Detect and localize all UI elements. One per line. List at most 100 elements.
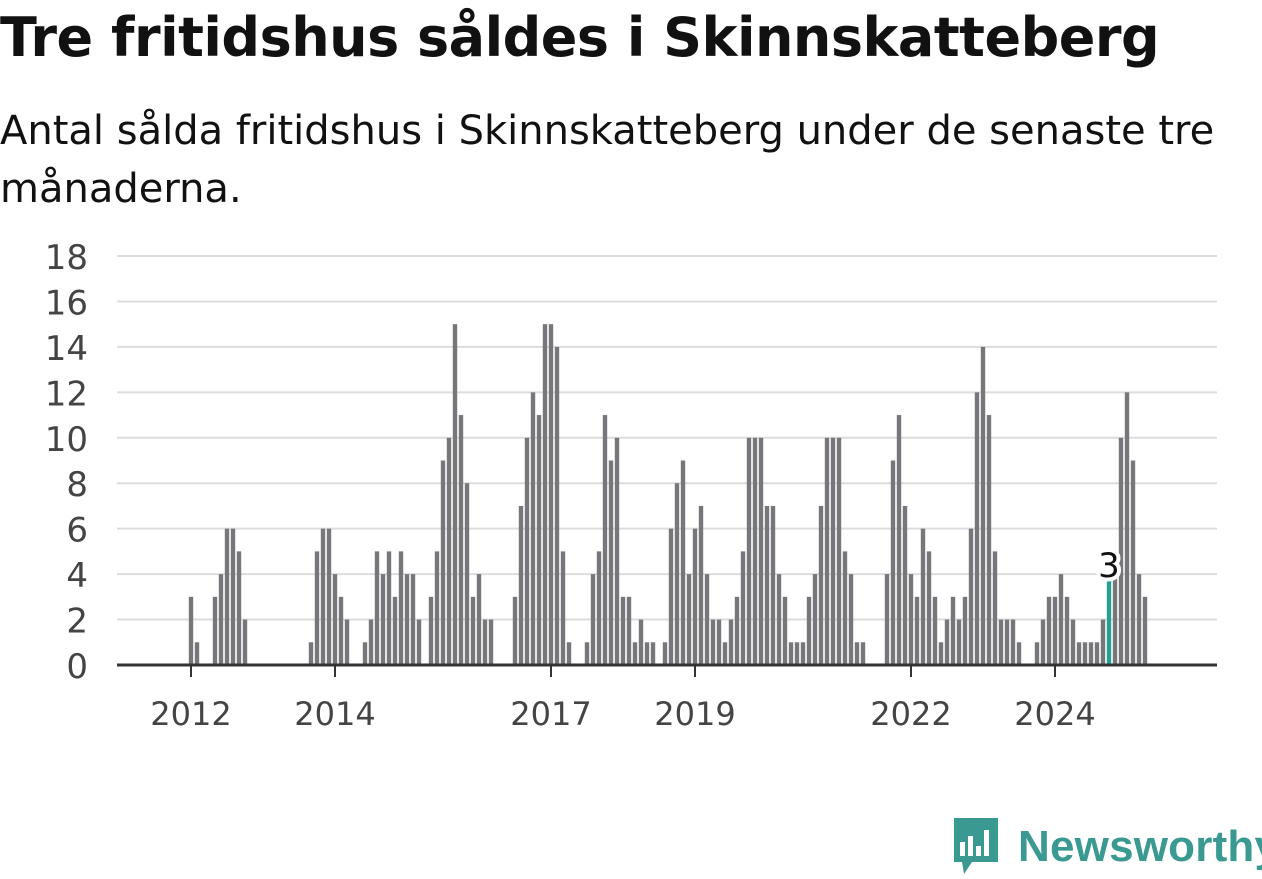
bar [662,642,668,665]
highlight-value-label: 3 [1098,546,1120,586]
bar [836,437,842,665]
bar [830,437,836,665]
bar [650,642,656,665]
bar [380,574,386,665]
bar [392,596,398,665]
bar [812,574,818,665]
bar [992,551,998,665]
bar [956,619,962,665]
bar [842,551,848,665]
bar [968,528,974,665]
bar [722,642,728,665]
bar [308,642,314,665]
bar [818,505,824,665]
bar [758,437,764,665]
brand-name: Newsworthy [1018,822,1262,871]
bar [542,324,548,665]
x-tick-label: 2019 [654,695,735,730]
bar [1070,619,1076,665]
bar [590,574,596,665]
bar [554,346,560,665]
y-tick-label: 12 [45,374,88,414]
bar [458,415,464,665]
bar [1082,642,1088,665]
bar [980,346,986,665]
x-tick-label: 2014 [294,695,375,730]
bar [902,505,908,665]
bar [914,596,920,665]
bar [782,596,788,665]
bar [1076,642,1082,665]
bar [512,596,518,665]
bar [536,415,542,665]
bar [896,415,902,665]
bar [806,596,812,665]
bar [704,574,710,665]
bar [632,642,638,665]
bar [962,596,968,665]
bar [614,437,620,665]
bar [224,528,230,665]
bar [596,551,602,665]
bar [1016,642,1022,665]
bar [1052,596,1058,665]
bar [548,324,554,665]
highlight-bar [1106,574,1112,665]
bar [908,574,914,665]
bar [674,483,680,665]
bar [884,574,890,665]
bar [920,528,926,665]
bar [218,574,224,665]
bar [1046,596,1052,665]
bar [446,437,452,665]
bar [410,574,416,665]
bar-chart: 0 2 4 6 8 10 12 14 16 18 2012 2014 2017 2019 2022 2024 3 [45,238,1217,730]
bar [230,528,236,665]
bar [692,528,698,665]
bar [848,574,854,665]
bar [854,642,860,665]
y-tick-label: 16 [45,283,88,323]
chart-title: Tre fritidshus såldes i Skinnskatteberg [0,6,1160,69]
bar [344,619,350,665]
y-tick-label: 18 [45,238,88,278]
y-tick-label: 8 [66,465,88,505]
bar [236,551,242,665]
bar [404,574,410,665]
bar [608,460,614,665]
bar [452,324,458,665]
bar [986,415,992,665]
bar [1004,619,1010,665]
bar [464,483,470,665]
bar [998,619,1004,665]
bar [734,596,740,665]
bar [794,642,800,665]
y-tick-label: 4 [66,556,88,596]
bar [944,619,950,665]
bar [1094,642,1100,665]
bar [698,505,704,665]
x-tick-label: 2012 [150,695,231,730]
bar [752,437,758,665]
bar [974,392,980,665]
bar [188,596,194,665]
x-tick-label: 2022 [870,695,951,730]
bar [488,619,494,665]
brand-logo[interactable]: Newsworthy [950,816,1262,878]
bar [824,437,830,665]
bar [788,642,794,665]
bar [1064,596,1070,665]
y-tick-label: 14 [45,329,88,369]
y-tick-label: 10 [45,420,88,460]
bar [668,528,674,665]
bar [932,596,938,665]
bar [800,642,806,665]
bar [518,505,524,665]
bar [638,619,644,665]
bar [1112,551,1118,665]
bar [560,551,566,665]
bar [1124,392,1130,665]
bar [716,619,722,665]
bar [746,437,752,665]
bar [938,642,944,665]
